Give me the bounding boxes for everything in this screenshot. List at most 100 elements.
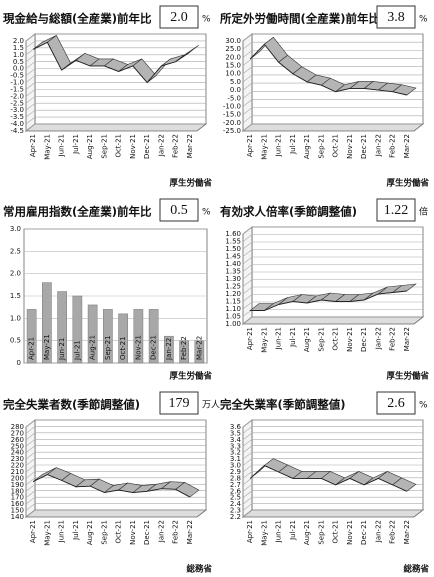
x-tick-label: Jul-21	[73, 340, 81, 361]
grid-line	[242, 503, 423, 511]
x-tick-label: Apr-21	[246, 327, 254, 350]
y-tick-label: 1.30	[225, 275, 241, 283]
grid-line	[25, 82, 206, 90]
y-tick-label: 1.05	[225, 313, 241, 321]
y-tick-label: -25.0	[223, 127, 241, 135]
y-tick-label: 2.0	[13, 37, 24, 45]
y-tick-label: 280	[11, 423, 24, 431]
y-tick-label: 220	[11, 462, 24, 470]
y-tick-label: 2.0	[10, 270, 21, 278]
bar	[87, 304, 98, 364]
grid-line	[242, 107, 423, 115]
grid-line	[242, 301, 423, 310]
y-tick-label: 3.3	[230, 442, 241, 450]
y-tick-label: 3.4	[230, 436, 242, 444]
grid-line	[25, 102, 206, 111]
y-tick-label: 190	[11, 481, 24, 489]
grid-line	[25, 419, 206, 428]
x-tick-label: Sep-21	[317, 520, 325, 545]
y-tick-label: 1.20	[225, 290, 241, 298]
x-tick-label: Mar-22	[186, 134, 194, 158]
side-wall	[242, 33, 253, 132]
y-tick-label: 1.0	[10, 314, 21, 322]
y-tick-label: -4.5	[10, 127, 24, 135]
floor	[241, 316, 425, 325]
grid-line	[25, 483, 206, 492]
y-tick-label: 10.0	[225, 70, 241, 78]
grid-line	[242, 490, 423, 498]
x-tick-label: Jan-22	[374, 134, 382, 157]
x-tick-label: Sep-21	[317, 134, 325, 159]
grid-line	[25, 123, 206, 132]
x-tick-label: Feb-22	[389, 327, 397, 351]
x-tick-label: Jan-22	[374, 327, 382, 350]
y-tick-label: 5.0	[230, 78, 241, 86]
x-tick-label: May-21	[43, 334, 51, 360]
y-tick-label: -2.5	[10, 99, 24, 107]
unit: 倍	[419, 206, 428, 218]
y-tick-label: 2.5	[10, 247, 21, 255]
y-tick-label: 1.50	[225, 245, 241, 253]
grid-line	[25, 54, 206, 63]
chart-panel: 常用雇用指数(全産業)前年比 0.5 % 厚生労働省 3.0 2.5 2.0 1.5 1.0 0.…	[3, 198, 212, 382]
x-tick-label: Dec-21	[360, 134, 368, 159]
y-tick-label: 1.25	[225, 283, 241, 291]
y-tick-label: 1.5	[13, 44, 24, 52]
x-tick-label: Jul-21	[289, 134, 297, 155]
grid-line	[25, 458, 206, 466]
grid-line	[25, 509, 206, 518]
unit: %	[202, 15, 211, 25]
grid-line	[242, 74, 423, 83]
y-tick-label: 25.0	[225, 45, 241, 53]
y-tick-label: 210	[11, 468, 24, 476]
x-tick-label: Feb-22	[172, 520, 180, 544]
y-tick-label: 1.45	[225, 253, 241, 261]
bar	[133, 309, 144, 364]
y-tick-label: 180	[11, 487, 24, 495]
x-tick-label: Dec-21	[143, 134, 151, 159]
grid-line	[242, 286, 423, 295]
y-tick-label: 3.0	[230, 462, 241, 470]
x-tick-label: Sep-21	[317, 327, 325, 352]
y-tick-label: 260	[11, 436, 24, 444]
grid-line	[242, 234, 423, 242]
x-tick-label: Oct-21	[332, 134, 340, 158]
y-tick-label: 1.0	[13, 51, 24, 59]
y-tick-label: 200	[11, 474, 24, 482]
grid-line	[25, 96, 206, 104]
grid-line	[242, 264, 423, 272]
y-tick-label: 160	[11, 500, 24, 508]
bar	[42, 282, 52, 364]
y-tick-label: 2.2	[230, 513, 241, 521]
x-tick-label: Nov-21	[134, 335, 142, 360]
x-tick-label: Oct-21	[115, 134, 123, 158]
x-tick-label: Aug-21	[89, 335, 97, 360]
x-tick-label: May-21	[43, 520, 51, 546]
floor	[241, 123, 425, 132]
grid-line	[242, 432, 423, 441]
y-tick-label: -1.0	[10, 79, 24, 87]
y-tick-label: 3.0	[10, 225, 21, 233]
grid-line	[25, 40, 206, 49]
x-tick-label: Mar-22	[195, 336, 203, 360]
grid-line	[242, 58, 423, 66]
chart-title: 現金給与総額(全産業)前年比	[3, 12, 152, 26]
x-tick-label: Aug-21	[303, 327, 311, 352]
y-tick-label: 3.2	[230, 449, 241, 457]
grid-line	[242, 419, 423, 428]
x-tick-label: Mar-22	[403, 327, 411, 351]
y-tick-label: 0	[17, 359, 21, 367]
grid-line	[242, 271, 423, 280]
x-tick-label: May-21	[260, 520, 268, 546]
latest-value: 0.5	[170, 203, 188, 218]
grid-line	[242, 241, 423, 250]
x-tick-label: Apr-21	[246, 520, 254, 543]
y-tick-label: 170	[11, 494, 24, 502]
value-box	[376, 5, 416, 29]
grid-line	[25, 438, 206, 447]
y-tick-label: 1.55	[225, 238, 241, 246]
y-tick-label: 3.1	[230, 455, 241, 463]
x-tick-label: Jan-22	[165, 338, 173, 361]
x-tick-label: Jul-21	[72, 520, 80, 541]
y-tick-label: 2.5	[230, 494, 241, 502]
